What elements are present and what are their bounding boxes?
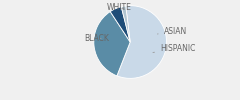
Text: WHITE: WHITE bbox=[107, 3, 132, 12]
Wedge shape bbox=[94, 12, 130, 76]
Text: BLACK: BLACK bbox=[85, 34, 110, 43]
Wedge shape bbox=[121, 6, 130, 42]
Wedge shape bbox=[117, 6, 167, 78]
Text: HISPANIC: HISPANIC bbox=[153, 44, 195, 53]
Text: ASIAN: ASIAN bbox=[157, 27, 187, 36]
Wedge shape bbox=[110, 7, 130, 42]
